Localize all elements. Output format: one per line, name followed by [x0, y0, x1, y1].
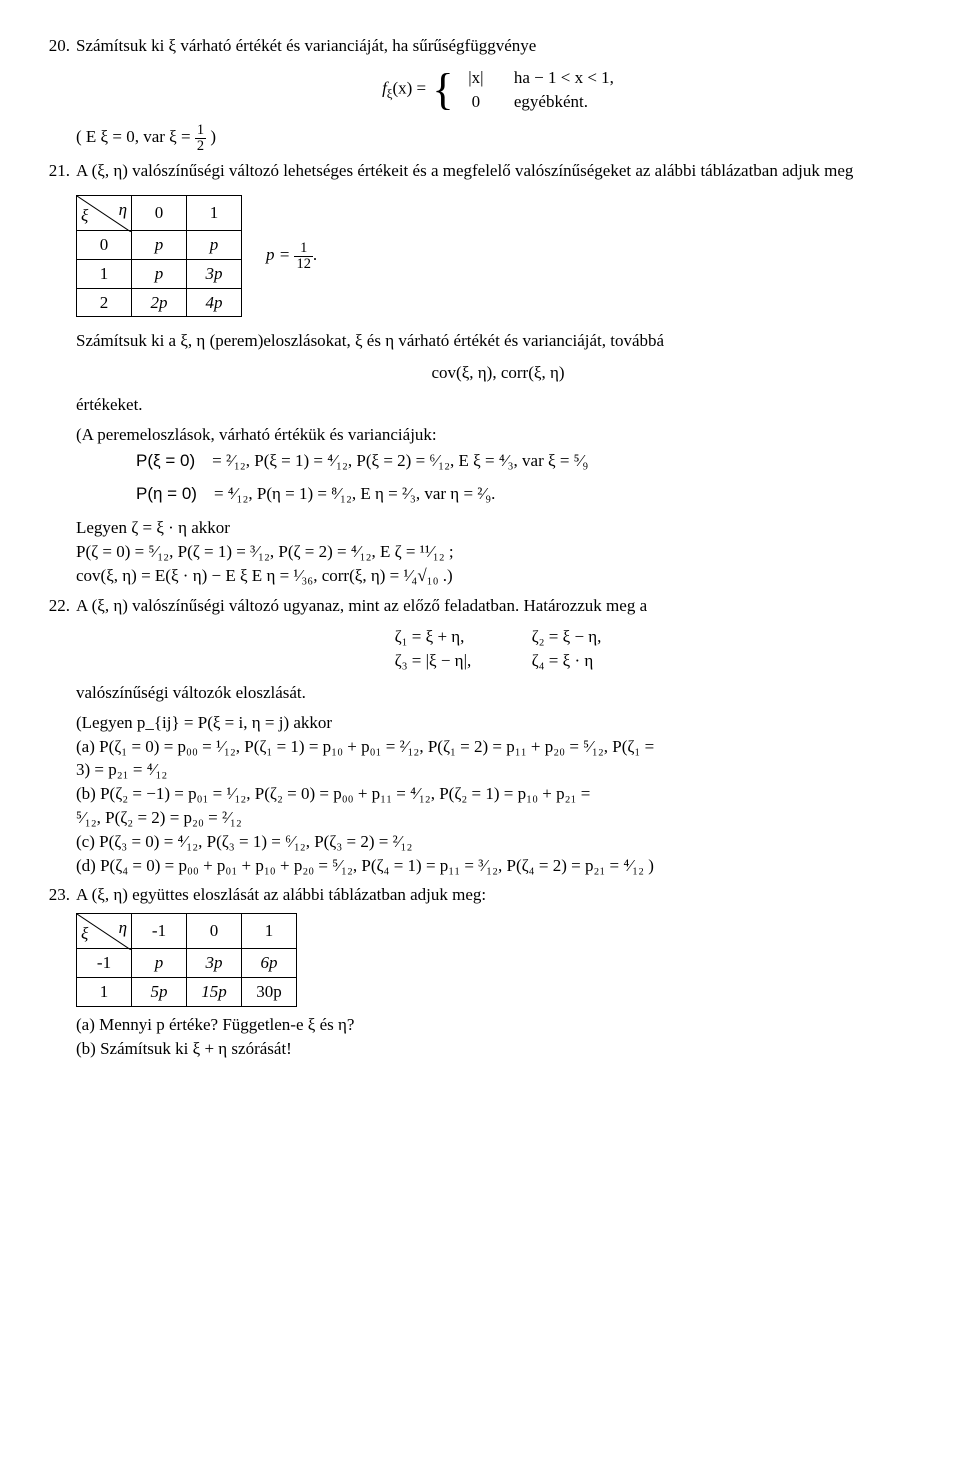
marginal-xi: P(ξ = 0) = ²⁄₁₂, P(ξ = 1) = ⁴⁄₁₂, P(ξ = … [136, 449, 920, 473]
brace-icon: { [432, 70, 453, 110]
col-header: -1 [132, 914, 187, 949]
row-header: 0 [77, 231, 132, 260]
problem-number: 23. [40, 883, 76, 1060]
part-b-cont: ⁵⁄₁₂, P(ζ₂ = 2) = p₂₀ = ²⁄₁₂ [76, 806, 920, 830]
zeta-dist: P(ζ = 0) = ⁵⁄₁₂, P(ζ = 1) = ³⁄₁₂, P(ζ = … [76, 540, 920, 564]
part-a: (a) Mennyi p értéke? Független-e ξ és η? [76, 1013, 920, 1037]
part-b: (b) Számítsuk ki ξ + η szórását! [76, 1037, 920, 1061]
col-header: 1 [187, 196, 242, 231]
problem-text: Számítsuk ki a ξ, η (perem)eloszlásokat,… [76, 329, 920, 353]
problem-23: 23. A (ξ, η) együttes eloszlását az aláb… [40, 883, 920, 1060]
problem-text: A (ξ, η) valószínűségi változó lehetsége… [76, 161, 853, 180]
problem-text: Számítsuk ki ξ várható értékét és varian… [76, 36, 536, 55]
solution-intro: (A peremeloszlások, várható értékük és v… [76, 423, 920, 447]
part-b: (b) P(ζ₂ = −1) = p₀₁ = ¹⁄₁₂, P(ζ₂ = 0) =… [76, 782, 920, 806]
table-header-diag: ξ η [77, 914, 132, 949]
problem-22: 22. A (ξ, η) valószínűségi változó ugyan… [40, 594, 920, 878]
problem-number: 22. [40, 594, 76, 878]
col-header: 1 [242, 914, 297, 949]
problem-text: A (ξ, η) valószínűségi változó ugyanaz, … [76, 596, 647, 615]
row-header: 1 [77, 978, 132, 1007]
marginal-eta: P(η = 0) = ⁴⁄₁₂, P(η = 1) = ⁸⁄₁₂, E η = … [136, 482, 920, 506]
part-a-cont: 3) = p₂₁ = ⁴⁄₁₂ [76, 758, 920, 782]
cov-corr: cov(ξ, η), corr(ξ, η) [76, 361, 920, 385]
problem-text: A (ξ, η) együttes eloszlását az alábbi t… [76, 885, 486, 904]
problem-number: 20. [40, 34, 76, 121]
problem-21: 21. A (ξ, η) valószínűségi változó lehet… [40, 159, 920, 587]
row-header: -1 [77, 949, 132, 978]
zeta-definitions: ζ₁ = ξ + η, ζ₂ = ξ − η, ζ₃ = |ξ − η|, ζ₄… [76, 625, 920, 673]
part-c: (c) P(ζ₃ = 0) = ⁴⁄₁₂, P(ζ₃ = 1) = ⁶⁄₁₂, … [76, 830, 920, 854]
problem-number: 21. [40, 159, 76, 587]
density-function: fξ(x) = { |x|ha − 1 < x < 1, 0egyébként. [76, 66, 920, 114]
table-header-diag: ξ η [77, 196, 132, 231]
row-header: 2 [77, 288, 132, 317]
problem-text: valószínűségi változók eloszlását. [76, 681, 920, 705]
problem-20-answer: ( E ξ = 0, var ξ = 12 ) [76, 123, 920, 153]
col-header: 0 [132, 196, 187, 231]
cov-result: cov(ξ, η) = E(ξ · η) − E ξ E η = ¹⁄₃₆, c… [76, 564, 920, 588]
joint-distribution-table: ξ η 0 1 0pp 1p3p 22p4p [76, 195, 242, 317]
part-d: (d) P(ζ₄ = 0) = p₀₀ + p₀₁ + p₁₀ + p₂₀ = … [76, 854, 920, 878]
solution-intro: (Legyen p_{ij} = P(ξ = i, η = j) akkor [76, 711, 920, 735]
problem-20: 20. Számítsuk ki ξ várható értékét és va… [40, 34, 920, 121]
part-a: (a) P(ζ₁ = 0) = p₀₀ = ¹⁄₁₂, P(ζ₁ = 1) = … [76, 735, 920, 759]
col-header: 0 [187, 914, 242, 949]
problem-text: értékeket. [76, 393, 920, 417]
row-header: 1 [77, 259, 132, 288]
joint-distribution-table: ξ η -1 0 1 -1 p 3p 6p 1 5p 15p [76, 913, 297, 1007]
p-value: p = 112. [266, 241, 317, 271]
zeta-def: Legyen ζ = ξ · η akkor [76, 516, 920, 540]
